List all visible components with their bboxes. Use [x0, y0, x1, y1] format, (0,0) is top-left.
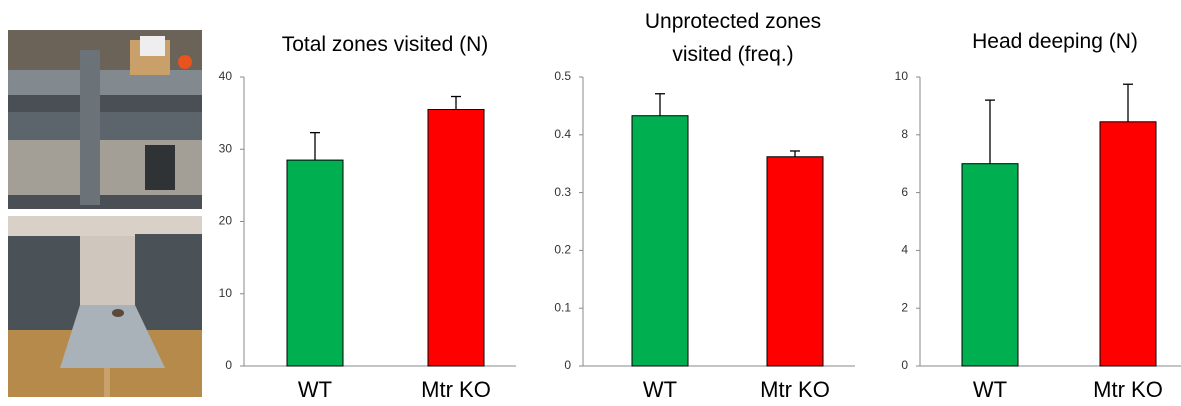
y-tick-label: 20	[219, 214, 233, 228]
bar	[766, 156, 824, 367]
y-tick-label: 40	[219, 69, 233, 83]
y-tick-label: 0	[901, 358, 908, 372]
bar	[961, 163, 1019, 367]
y-tick-label: 0	[564, 358, 571, 372]
x-tick-label: WT	[298, 377, 332, 402]
photo-bottom	[8, 216, 202, 397]
chart-title: Total zones visited (N)	[281, 33, 489, 56]
x-tick-label: WT	[643, 377, 677, 402]
y-tick-label: 0	[225, 358, 232, 372]
bar	[631, 115, 689, 367]
y-tick-label: 6	[901, 185, 908, 199]
x-tick-label: WT	[973, 377, 1007, 402]
bar	[427, 109, 485, 367]
y-tick-label: 10	[895, 69, 909, 83]
y-tick-label: 30	[219, 141, 233, 155]
photo-top	[8, 30, 202, 209]
x-tick-label: Mtr KO	[1093, 377, 1163, 402]
y-tick-label: 2	[901, 300, 908, 314]
chart-title: Head deeping (N)	[972, 30, 1138, 53]
y-tick-label: 0.1	[554, 300, 571, 314]
y-tick-label: 4	[901, 243, 908, 257]
y-tick-label: 0.3	[554, 185, 571, 199]
y-tick-label: 10	[219, 286, 233, 300]
y-tick-label: 0.5	[554, 69, 571, 83]
y-tick-label: 0.2	[554, 243, 571, 257]
x-tick-label: Mtr KO	[760, 377, 830, 402]
y-tick-label: 0.4	[554, 127, 571, 141]
bar	[1099, 121, 1157, 367]
chart-title: Unprotected zones visited (freq.)	[644, 10, 822, 66]
bar	[286, 159, 344, 367]
y-tick-label: 8	[901, 127, 908, 141]
x-tick-label: Mtr KO	[421, 377, 491, 402]
